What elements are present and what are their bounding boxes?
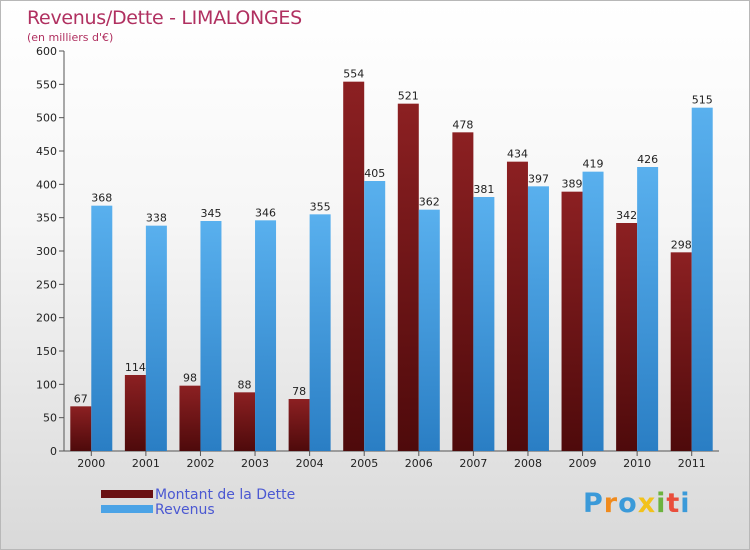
y-tick-label: 150	[36, 345, 57, 358]
data-label-dette: 67	[74, 392, 88, 405]
logo-letter: o	[618, 488, 638, 519]
y-tick-label: 500	[36, 112, 57, 125]
y-tick-label: 0	[50, 445, 57, 458]
bar-dette	[288, 399, 310, 451]
y-tick-label: 50	[43, 412, 57, 425]
data-label-dette: 554	[343, 68, 364, 81]
data-label-revenus: 345	[200, 207, 221, 220]
data-label-revenus: 346	[255, 206, 276, 219]
data-label-dette: 298	[671, 238, 692, 251]
data-label-revenus: 397	[528, 172, 549, 185]
legend-swatch-revenus	[101, 505, 153, 513]
logo-letter: x	[637, 488, 657, 519]
data-label-dette: 98	[183, 372, 197, 385]
bar-revenus	[691, 107, 713, 452]
bar-revenus	[91, 205, 113, 451]
x-tick-label: 2010	[623, 457, 651, 470]
x-tick-label: 2002	[186, 457, 214, 470]
y-tick-label: 250	[36, 278, 57, 291]
x-tick-label: 2000	[77, 457, 105, 470]
data-label-dette: 114	[125, 361, 146, 374]
bar-revenus	[637, 167, 659, 451]
bar-dette	[343, 81, 365, 452]
data-label-revenus: 419	[583, 158, 604, 171]
data-label-revenus: 368	[91, 192, 112, 205]
data-label-revenus: 355	[310, 200, 331, 213]
logo-letter: P	[583, 488, 604, 519]
legend-label-debt: Montant de la Dette	[155, 487, 296, 503]
x-tick-label: 2004	[296, 457, 324, 470]
bar-revenus	[582, 171, 604, 451]
chart-title: Revenus/Dette - LIMALONGES	[27, 7, 302, 29]
bar-revenus	[418, 209, 440, 451]
y-tick-label: 400	[36, 178, 57, 191]
bar-revenus	[527, 186, 549, 452]
data-label-dette: 88	[238, 378, 252, 391]
data-label-dette: 342	[616, 209, 637, 222]
chart-subtitle: (en milliers d'€)	[27, 31, 114, 44]
data-label-revenus: 338	[146, 212, 167, 225]
y-tick-label: 350	[36, 212, 57, 225]
x-tick-label: 2006	[405, 457, 433, 470]
x-tick-label: 2009	[569, 457, 597, 470]
bar-dette	[179, 385, 201, 451]
proxiti-logo: Proxiti	[583, 488, 691, 519]
logo-letter: t	[666, 488, 681, 519]
bar-dette	[234, 392, 256, 451]
bar-revenus	[309, 214, 331, 451]
bar-dette	[70, 406, 92, 451]
bar-dette	[616, 223, 638, 451]
data-label-revenus: 405	[364, 167, 385, 180]
legend-label-revenus: Revenus	[155, 502, 215, 518]
data-label-revenus: 381	[473, 183, 494, 196]
logo-letter: i	[680, 488, 691, 519]
y-tick-label: 550	[36, 78, 57, 91]
logo-letter: i	[656, 488, 667, 519]
data-label-dette: 389	[562, 178, 583, 191]
data-label-revenus: 362	[419, 196, 440, 209]
bar-revenus	[364, 181, 386, 451]
y-tick-label: 600	[36, 45, 57, 58]
logo-letter: r	[603, 488, 619, 519]
bar-revenus	[255, 220, 277, 451]
data-label-revenus: 426	[637, 153, 658, 166]
bar-revenus	[145, 225, 167, 451]
x-tick-label: 2001	[132, 457, 160, 470]
x-tick-label: 2007	[459, 457, 487, 470]
x-tick-label: 2008	[514, 457, 542, 470]
bar-dette	[561, 191, 583, 451]
data-label-dette: 78	[292, 385, 306, 398]
y-tick-label: 300	[36, 245, 57, 258]
bar-dette	[452, 132, 474, 452]
bar-dette	[506, 161, 528, 451]
bar-dette	[124, 375, 146, 451]
y-tick-label: 100	[36, 378, 57, 391]
data-label-dette: 478	[452, 118, 473, 131]
bar-revenus	[200, 221, 222, 451]
y-tick-label: 450	[36, 145, 57, 158]
legend-swatch-debt	[101, 490, 153, 498]
data-label-dette: 521	[398, 90, 419, 103]
x-tick-label: 2003	[241, 457, 269, 470]
bar-dette	[670, 252, 692, 451]
x-tick-label: 2005	[350, 457, 378, 470]
x-tick-label: 2011	[678, 457, 706, 470]
bar-revenus	[473, 197, 495, 451]
data-label-revenus: 515	[692, 94, 713, 107]
data-label-dette: 434	[507, 148, 528, 161]
y-tick-label: 200	[36, 312, 57, 325]
bar-dette	[397, 103, 419, 452]
